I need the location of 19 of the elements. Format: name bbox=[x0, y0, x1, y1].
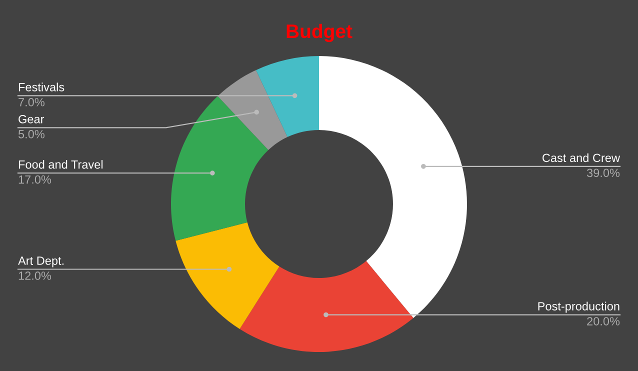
chart-title: Budget bbox=[286, 24, 352, 42]
slice-label: Food and Travel bbox=[18, 160, 103, 169]
data-label: 39.0% bbox=[586, 168, 620, 178]
slice-label: Cast and Crew bbox=[542, 153, 620, 162]
donut-slice bbox=[319, 56, 467, 318]
donut-slice bbox=[218, 70, 288, 150]
data-label: 17.0% bbox=[18, 175, 52, 184]
donut-slice bbox=[256, 56, 319, 138]
slice-label: Gear bbox=[18, 114, 44, 124]
slice-label: Festivals bbox=[18, 82, 64, 92]
donut-slice bbox=[240, 261, 414, 352]
donut-slice bbox=[176, 222, 280, 329]
slice-label: Art Dept. bbox=[18, 256, 64, 268]
data-label: 7.0% bbox=[18, 98, 44, 106]
data-label: 5.0% bbox=[18, 130, 44, 138]
donut-slice bbox=[171, 96, 268, 241]
data-label: 12.0% bbox=[18, 272, 52, 280]
slice-label: Post-production bbox=[538, 302, 620, 313]
data-label: 20.0% bbox=[587, 317, 620, 326]
